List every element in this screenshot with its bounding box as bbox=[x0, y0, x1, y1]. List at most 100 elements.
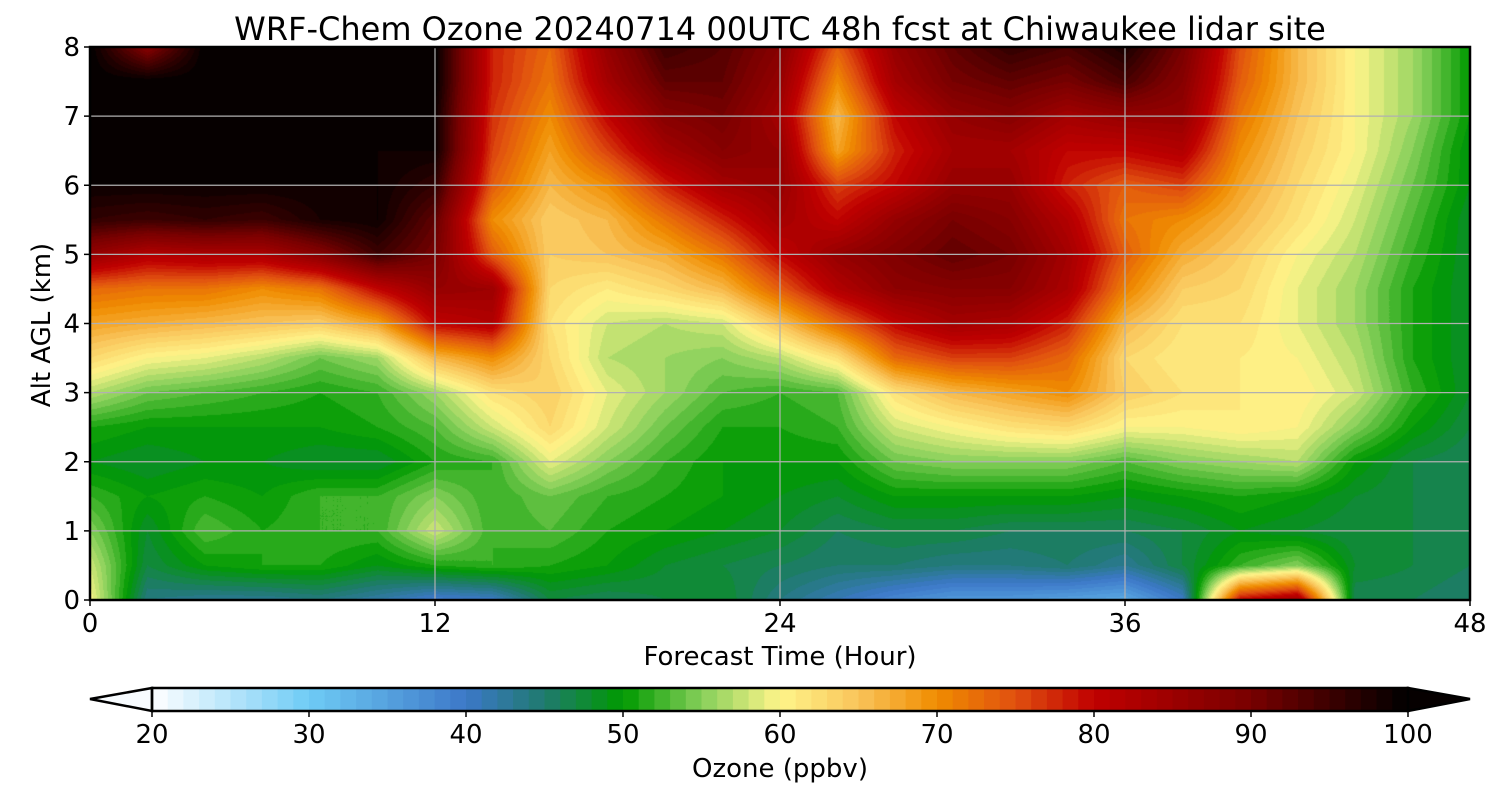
colorbar-cell bbox=[1109, 688, 1126, 711]
chart-title: WRF-Chem Ozone 20240714 00UTC 48h fcst a… bbox=[234, 10, 1326, 48]
colorbar-cell bbox=[937, 688, 954, 711]
colorbar-cell bbox=[905, 688, 922, 711]
colorbar-cell bbox=[1172, 688, 1189, 711]
colorbar-cell bbox=[1188, 688, 1205, 711]
colorbar-tick-label: 80 bbox=[1077, 720, 1110, 750]
colorbar-cell bbox=[513, 688, 530, 711]
colorbar-extend-low bbox=[89, 686, 154, 713]
colorbar-tick-label: 40 bbox=[449, 720, 482, 750]
x-tick-label: 0 bbox=[82, 609, 99, 639]
colorbar-cell bbox=[764, 688, 781, 711]
colorbar-cell bbox=[1141, 688, 1158, 711]
colorbar-cell bbox=[1266, 688, 1283, 711]
colorbar-cell bbox=[371, 688, 389, 711]
colorbar-cell bbox=[403, 688, 420, 711]
colorbar-cell bbox=[466, 688, 483, 711]
colorbar-label: Ozone (ppbv) bbox=[692, 754, 868, 784]
x-axis: 0 12 24 36 48 bbox=[82, 600, 1487, 639]
colorbar-cell bbox=[152, 688, 169, 711]
colorbar-cell bbox=[340, 688, 357, 711]
colorbar-cell bbox=[230, 688, 247, 711]
colorbar-cell bbox=[1015, 688, 1032, 711]
colorbar-tick-label: 90 bbox=[1234, 720, 1267, 750]
y-tick-label: 0 bbox=[63, 586, 80, 616]
colorbar-cell bbox=[1251, 688, 1268, 711]
colorbar-cell bbox=[1313, 688, 1331, 711]
colorbar-cell bbox=[214, 688, 232, 711]
colorbar-cell bbox=[591, 688, 608, 711]
colorbar-extend-high bbox=[1406, 686, 1471, 713]
colorbar-cell bbox=[952, 688, 969, 711]
colorbar-cell bbox=[246, 688, 263, 711]
colorbar-cell bbox=[497, 688, 514, 711]
colorbar-tick-label: 60 bbox=[763, 720, 796, 750]
colorbar-cell bbox=[1282, 688, 1299, 711]
y-tick-label: 1 bbox=[63, 517, 80, 547]
grid-lines bbox=[90, 47, 1470, 600]
y-tick-label: 4 bbox=[63, 310, 80, 340]
y-tick-label: 2 bbox=[63, 448, 80, 478]
colorbar-cell bbox=[811, 688, 828, 711]
colorbar-cell bbox=[1345, 688, 1362, 711]
colorbar-cell bbox=[921, 688, 938, 711]
colorbar-cell bbox=[1360, 688, 1378, 711]
colorbar-cell bbox=[1094, 688, 1111, 711]
colorbar-cell bbox=[1078, 688, 1095, 711]
colorbar-cell bbox=[1235, 688, 1252, 711]
colorbar-cell bbox=[842, 688, 860, 711]
colorbar-cell bbox=[1156, 688, 1174, 711]
colorbar-cell bbox=[1329, 688, 1346, 711]
colorbar-cell bbox=[717, 688, 734, 711]
colorbar-cell bbox=[261, 688, 279, 711]
colorbar-cell bbox=[858, 688, 875, 711]
colorbar-cell bbox=[984, 688, 1001, 711]
colorbar-cell bbox=[418, 688, 436, 711]
colorbar-cell bbox=[387, 688, 404, 711]
colorbar-cell bbox=[1392, 688, 1409, 711]
colorbar-cell bbox=[1031, 688, 1048, 711]
colorbar-cell bbox=[575, 688, 593, 711]
colorbar-cell bbox=[1046, 688, 1064, 711]
x-tick-label: 36 bbox=[1108, 609, 1141, 639]
colorbar-cell bbox=[874, 688, 891, 711]
colorbar-cell bbox=[183, 688, 200, 711]
colorbar-cell bbox=[827, 688, 844, 711]
colorbar-cell bbox=[968, 688, 985, 711]
colorbar-cell bbox=[1219, 688, 1236, 711]
colorbar-cell bbox=[481, 688, 498, 711]
colorbar-cell bbox=[560, 688, 577, 711]
colorbar-cell bbox=[167, 688, 184, 711]
colorbar-cell bbox=[1062, 688, 1079, 711]
colorbar-cell bbox=[544, 688, 561, 711]
x-axis-label: Forecast Time (Hour) bbox=[643, 642, 916, 672]
colorbar-cell bbox=[1203, 688, 1221, 711]
colorbar-cell bbox=[999, 688, 1017, 711]
y-tick-label: 6 bbox=[63, 171, 80, 201]
colorbar-cell bbox=[199, 688, 216, 711]
x-tick-label: 48 bbox=[1453, 609, 1486, 639]
colorbar-tick-label: 20 bbox=[135, 720, 168, 750]
colorbar: 20 30 40 50 60 70 80 90 100 Ozone (ppbv) bbox=[89, 686, 1471, 784]
y-axis: 0 1 2 3 4 5 6 7 8 bbox=[63, 33, 90, 616]
colorbar-cell bbox=[889, 688, 907, 711]
colorbar-cell bbox=[701, 688, 718, 711]
colorbar-tick-label: 70 bbox=[920, 720, 953, 750]
colorbar-cell bbox=[685, 688, 703, 711]
y-axis-label: Alt AGL (km) bbox=[27, 243, 57, 407]
colorbar-cell bbox=[277, 688, 294, 711]
colorbar-cell bbox=[293, 688, 310, 711]
x-tick-label: 24 bbox=[763, 609, 796, 639]
colorbar-cell bbox=[638, 688, 655, 711]
colorbar-cell bbox=[670, 688, 687, 711]
colorbar-cell bbox=[780, 688, 797, 711]
colorbar-cell bbox=[654, 688, 671, 711]
colorbar-cell bbox=[1125, 688, 1142, 711]
colorbar-cell bbox=[528, 688, 546, 711]
colorbar-cell bbox=[309, 688, 326, 711]
y-tick-label: 7 bbox=[63, 102, 80, 132]
colorbar-cell bbox=[748, 688, 765, 711]
colorbar-cell bbox=[1298, 688, 1315, 711]
colorbar-cell bbox=[732, 688, 750, 711]
colorbar-cell bbox=[434, 688, 451, 711]
